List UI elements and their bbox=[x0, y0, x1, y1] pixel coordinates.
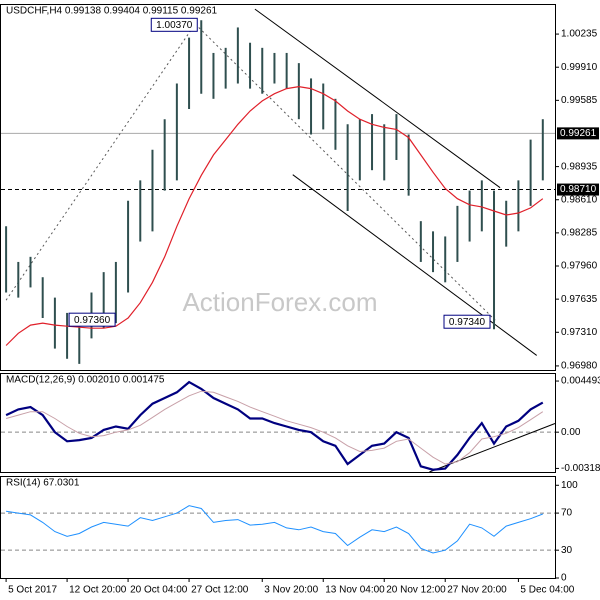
y-tick-label: 0.98610 bbox=[561, 194, 598, 205]
trend-line bbox=[5, 23, 196, 301]
y-tick-label: 100 bbox=[561, 480, 578, 491]
x-tick-label: 27 Nov 20:00 bbox=[447, 585, 507, 596]
watermark: ActionForex.com bbox=[182, 287, 377, 317]
y-tick-label: 0.97960 bbox=[561, 261, 598, 272]
y-tick-label: 0.004493 bbox=[561, 376, 600, 387]
panel-frame bbox=[0, 373, 556, 473]
y-tick-label: 0.98935 bbox=[561, 161, 598, 172]
moving-average bbox=[5, 85, 544, 346]
price-label: 0.99261 bbox=[560, 128, 597, 139]
x-tick-label: 12 Oct 20:00 bbox=[69, 585, 127, 596]
trend-line bbox=[292, 174, 538, 356]
trend-line bbox=[254, 8, 501, 189]
annotation-label: 1.00370 bbox=[156, 20, 193, 31]
panel-frame bbox=[0, 476, 556, 579]
indicator-line bbox=[5, 390, 544, 465]
annotation-box bbox=[68, 312, 116, 327]
x-tick-label: 13 Nov 04:00 bbox=[325, 585, 385, 596]
y-tick-label: 0 bbox=[561, 573, 567, 584]
indicator-line bbox=[5, 380, 544, 471]
x-tick-label: 5 Dec 04:00 bbox=[520, 585, 574, 596]
y-tick-label: 0.99585 bbox=[561, 95, 598, 106]
y-tick-label: 1.00235 bbox=[561, 29, 598, 40]
indicator-line bbox=[6, 505, 543, 554]
panel-frame bbox=[0, 4, 556, 371]
x-tick-label: 27 Oct 12:00 bbox=[191, 585, 249, 596]
y-tick-label: -0.003186 bbox=[561, 463, 600, 474]
price-label-box bbox=[557, 183, 599, 196]
x-tick-label: 3 Nov 20:00 bbox=[264, 585, 318, 596]
annotation-box bbox=[150, 17, 198, 32]
panel-title: MACD(12,26,9) 0.002010 0.001475 bbox=[6, 375, 165, 386]
x-tick-label: 20 Oct 04:00 bbox=[130, 585, 188, 596]
y-tick-label: 0.99910 bbox=[561, 62, 598, 73]
panel-title: RSI(14) 67.0301 bbox=[6, 478, 80, 489]
y-tick-label: 0.98285 bbox=[561, 228, 598, 239]
y-tick-label: 70 bbox=[561, 508, 573, 519]
annotation-label: 0.97360 bbox=[74, 315, 111, 326]
annotation-label: 0.97340 bbox=[449, 317, 486, 328]
y-tick-label: 0.96980 bbox=[561, 361, 598, 372]
annotation-box bbox=[443, 314, 491, 329]
x-tick-label: 5 Oct 2017 bbox=[8, 585, 57, 596]
y-tick-label: 0.97635 bbox=[561, 294, 598, 305]
price-label: 0.98710 bbox=[560, 184, 597, 195]
x-tick-label: 20 Nov 12:00 bbox=[386, 585, 446, 596]
y-tick-label: 30 bbox=[561, 545, 573, 556]
price-label-box bbox=[557, 127, 599, 140]
panel-title: USDCHF,H4 0.99138 0.99404 0.99115 0.9926… bbox=[6, 6, 218, 17]
y-tick-label: 0.00 bbox=[561, 427, 581, 438]
y-tick-label: 0.97310 bbox=[561, 327, 598, 338]
